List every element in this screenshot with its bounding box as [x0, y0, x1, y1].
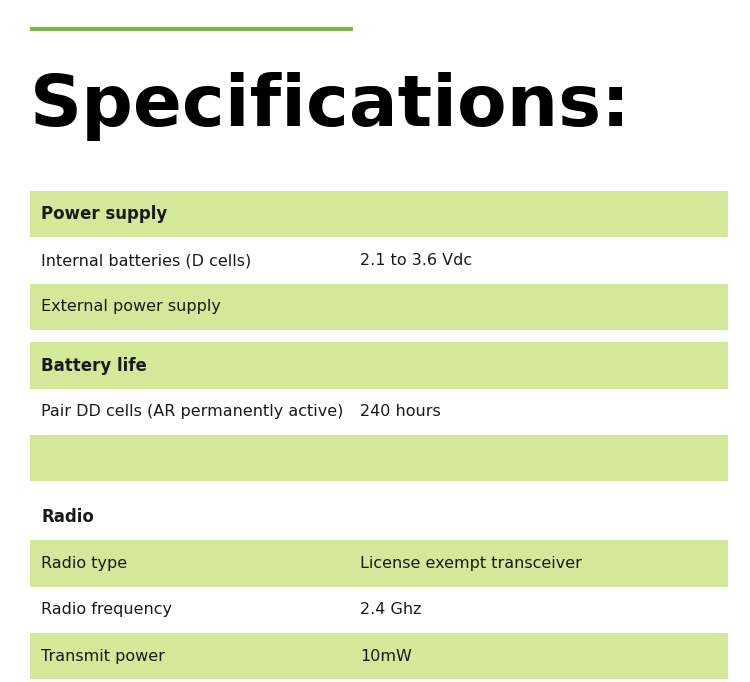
Text: 240 hours: 240 hours [360, 404, 441, 419]
Text: Specifications:: Specifications: [30, 72, 632, 140]
Bar [30, 633, 728, 679]
Text: 10mW: 10mW [360, 649, 412, 664]
Bar [30, 540, 728, 587]
Text: Radio: Radio [41, 508, 94, 526]
Text: Internal batteries (D cells): Internal batteries (D cells) [41, 253, 251, 268]
Text: Battery life: Battery life [41, 357, 147, 374]
Text: 2.4 Ghz: 2.4 Ghz [360, 602, 422, 617]
Text: Radio type: Radio type [41, 556, 128, 571]
Bar [30, 342, 728, 389]
Bar [30, 284, 728, 330]
Bar [30, 435, 728, 481]
Text: Pair DD cells (AR permanently active): Pair DD cells (AR permanently active) [41, 404, 344, 419]
Text: Radio frequency: Radio frequency [41, 602, 172, 617]
Text: External power supply: External power supply [41, 299, 221, 314]
Text: License exempt transceiver: License exempt transceiver [360, 556, 582, 571]
Text: Transmit power: Transmit power [41, 649, 165, 664]
Bar [30, 191, 728, 237]
Text: Power supply: Power supply [41, 205, 167, 223]
Text: 2.1 to 3.6 Vdc: 2.1 to 3.6 Vdc [360, 253, 472, 268]
